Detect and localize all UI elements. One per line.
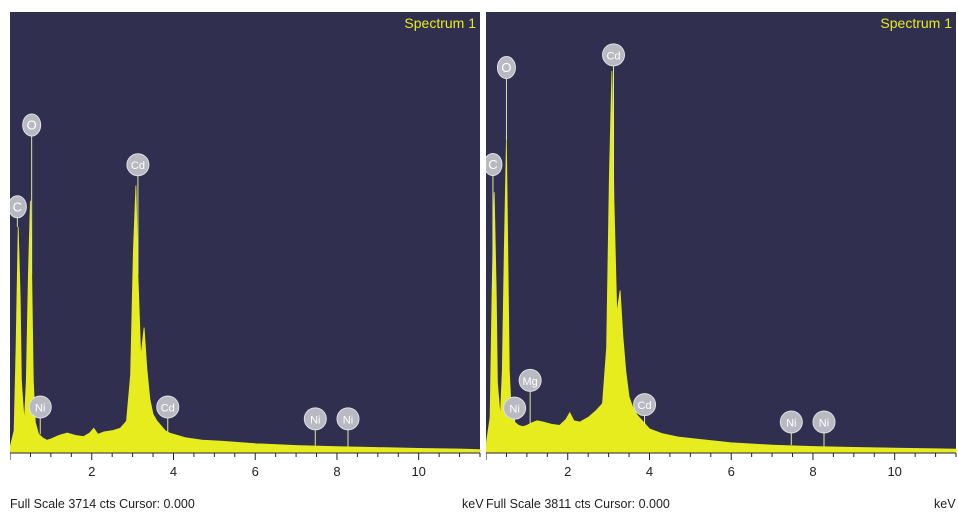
element-marker-ni: Ni [503,396,527,422]
x-axis-unit-left: keV [462,497,484,511]
marker-badge [303,407,327,431]
element-marker-ni: Ni [28,395,52,435]
marker-label: O [501,60,511,75]
spectrum-title: Spectrum 1 [880,15,952,31]
x-tick-label: 8 [333,464,340,479]
spectrum-chart-left: 2 4 6 8 10 Spectrum 1 C O Cd Ni Cd Ni Ni [10,12,481,479]
marker-label: Ni [509,404,519,416]
marker-label: O [27,118,37,133]
x-axis-unit-right: keV [934,497,956,511]
marker-badge [22,113,42,137]
marker-badge [10,195,27,219]
element-marker-o: O [22,113,42,275]
marker-badge [156,395,180,419]
spectrum-panel-right: 2 4 6 8 10 Spectrum 1 C O Cd Ni Mg Cd Ni Ni Full Scal… [486,0,958,520]
marker-label: Cd [161,402,175,414]
spectrum-chart-right: 2 4 6 8 10 Spectrum 1 C O Cd Ni Mg Cd Ni Ni [486,12,957,479]
marker-badge [486,153,503,177]
x-tick-label: 10 [411,464,425,479]
element-marker-cd: Cd [126,153,150,275]
marker-label: Ni [819,417,829,429]
element-marker-ni: Ni [336,407,360,447]
marker-label: C [488,157,497,172]
x-tick-label: 2 [564,464,571,479]
plot-background [486,12,956,452]
plot-background [10,12,480,452]
spectrum-title: Spectrum 1 [404,15,476,31]
marker-label: Cd [606,50,620,62]
marker-label: Mg [522,376,537,388]
element-marker-c: C [10,195,27,227]
element-marker-ni: Ni [779,410,803,446]
element-marker-cd: Cd [633,393,657,425]
marker-label: Ni [310,414,320,426]
marker-badge [602,43,626,67]
marker-label: Ni [786,417,796,429]
full-scale-readout-right: Full Scale 3811 cts Cursor: 0.000 [486,497,670,511]
x-tick-label: 2 [88,464,95,479]
marker-badge [126,153,150,177]
marker-badge [633,393,657,417]
element-marker-ni: Ni [303,407,327,446]
element-marker-ni: Ni [812,410,836,447]
marker-badge [812,410,836,434]
x-tick-label: 6 [728,464,735,479]
marker-badge [336,407,360,431]
marker-label: Ni [35,402,45,414]
x-tick-label: 4 [170,464,177,479]
marker-badge [779,410,803,434]
marker-badge [496,56,516,80]
x-tick-label: 8 [809,464,816,479]
element-marker-c: C [486,153,503,291]
element-marker-mg: Mg [518,368,542,424]
element-marker-cd: Cd [156,395,180,434]
marker-label: Cd [638,400,652,412]
marker-label: C [13,199,22,214]
full-scale-readout-left: Full Scale 3714 cts Cursor: 0.000 [10,497,195,511]
element-marker-o: O [496,56,516,141]
x-tick-label: 10 [887,464,901,479]
marker-badge [28,395,52,419]
marker-badge [503,396,527,420]
spectrum-area [10,185,481,453]
marker-label: Cd [131,160,145,172]
element-marker-cd: Cd [602,43,626,198]
marker-label: Ni [343,414,353,426]
x-tick-label: 4 [646,464,653,479]
spectrum-area [486,70,957,453]
marker-badge [518,368,542,392]
spectrum-panel-left: 2 4 6 8 10 Spectrum 1 C O Cd Ni Cd Ni Ni Full Scale … [10,0,484,520]
x-tick-label: 6 [252,464,259,479]
